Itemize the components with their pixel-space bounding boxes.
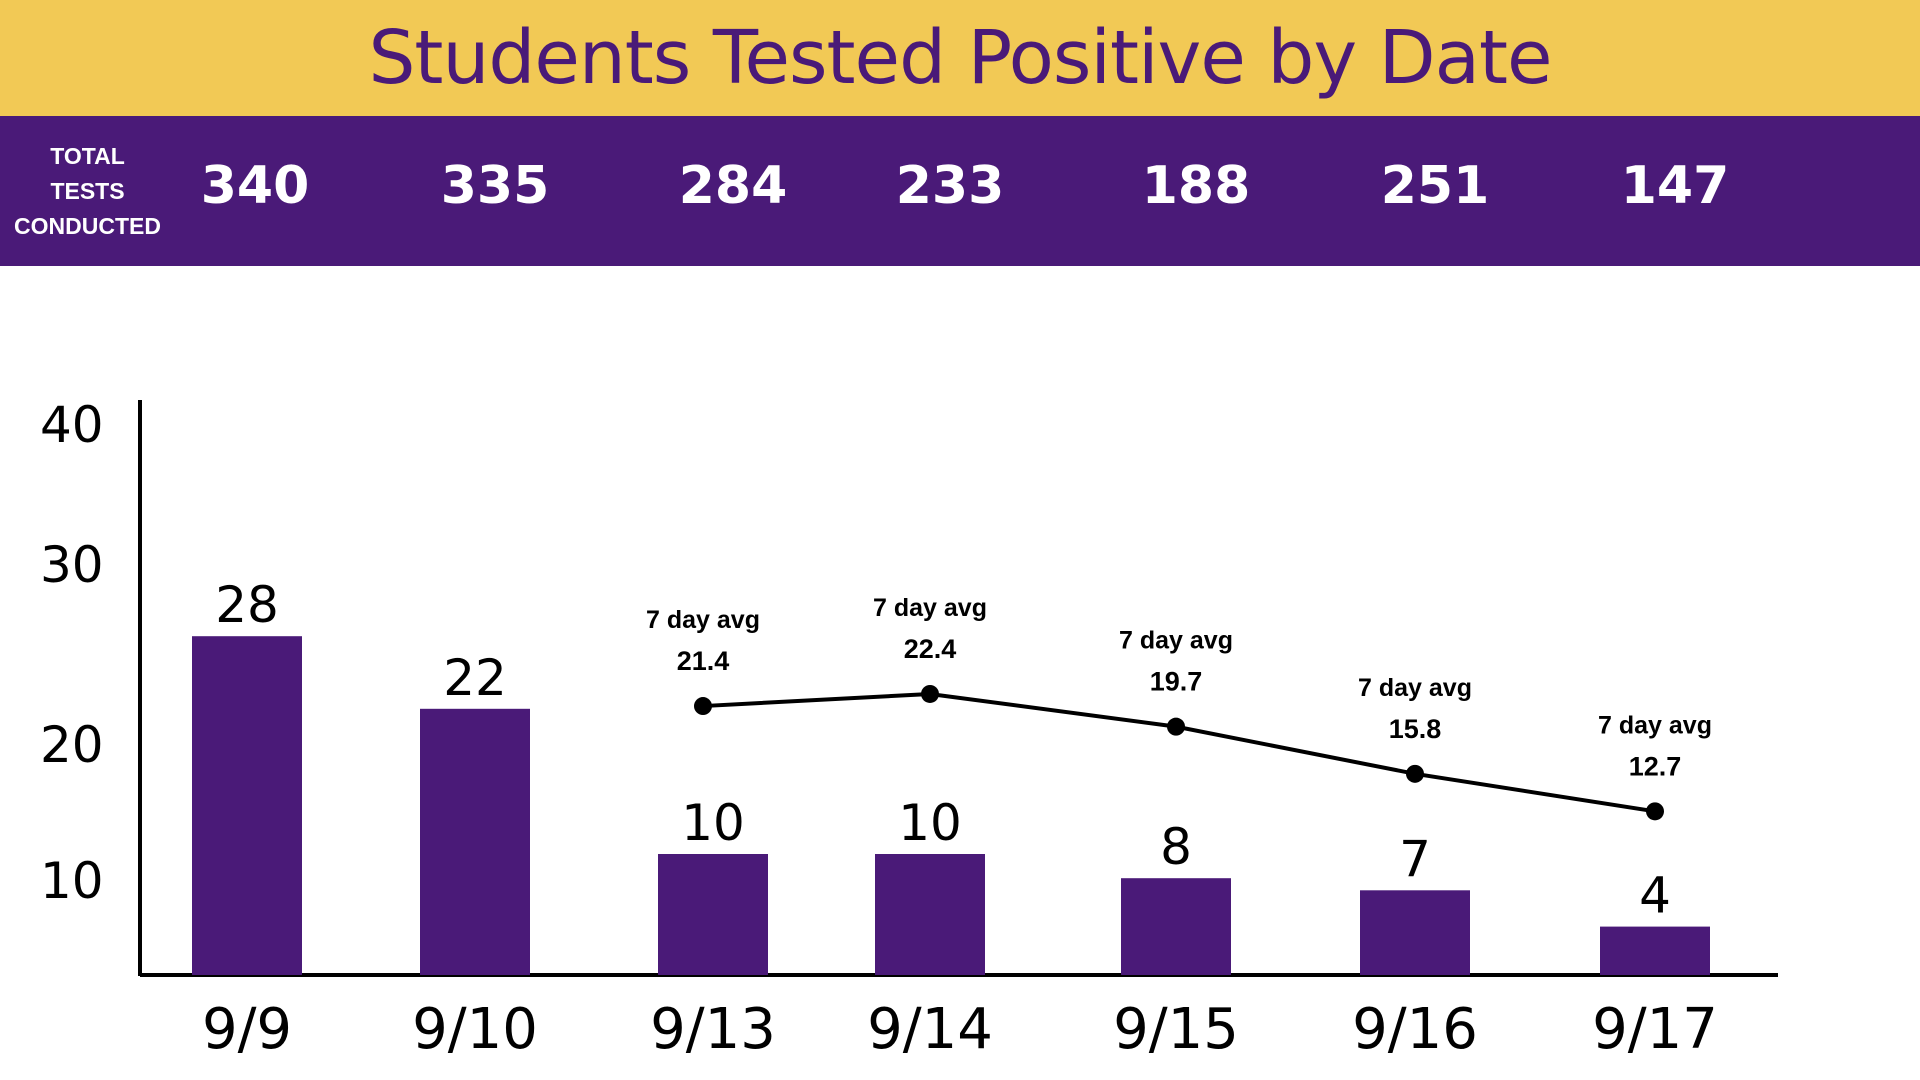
x-tick-label: 9/10 [412,997,538,1062]
x-tick-label: 9/9 [202,997,292,1062]
title-banner: Students Tested Positive by Date [0,0,1920,116]
bar-value-label: 8 [1160,818,1192,876]
avg-value-label: 21.4 [677,646,730,676]
total-tests-label-line: TOTAL [50,142,125,169]
avg-point [1406,764,1424,783]
total-tests-label-line: CONDUCTED [14,212,161,239]
avg-line [702,691,1656,814]
bar [658,854,768,975]
y-tick-label: 10 [40,852,104,910]
x-tick-label: 9/14 [867,997,993,1062]
total-tests-value: 233 [895,156,1005,216]
avg-label: 7 day avg [1598,711,1712,739]
total-tests-value: 251 [1380,156,1490,216]
avg-label: 7 day avg [873,594,987,622]
avg-label: 7 day avg [1358,674,1472,702]
bar [1121,878,1231,975]
total-tests-label-line: TESTS [50,177,125,204]
avg-point [694,697,712,716]
total-tests-label: TOTAL TESTS CONDUCTED [0,116,175,266]
bar-value-label: 28 [215,576,279,634]
avg-point [921,684,939,703]
y-tick-label: 40 [40,396,104,454]
bar [1360,890,1470,975]
y-tick-label: 30 [40,536,104,594]
bar [420,708,530,975]
bar-value-label: 10 [681,794,745,852]
avg-value-label: 15.8 [1389,714,1442,744]
bar-value-label: 4 [1639,867,1671,925]
avg-point [1167,717,1185,736]
avg-value-label: 22.4 [904,634,957,664]
avg-point [1646,802,1664,821]
x-tick-label: 9/17 [1592,997,1718,1062]
bar [1600,926,1710,975]
total-tests-value: 188 [1141,156,1251,216]
avg-label: 7 day avg [1119,627,1233,655]
bar-value-label: 22 [443,649,507,707]
bar-value-label: 7 [1399,830,1431,888]
y-tick-label: 20 [40,716,104,774]
bar [192,636,302,975]
avg-value-label: 19.7 [1150,667,1203,697]
total-tests-value: 147 [1620,156,1730,216]
avg-value-label: 12.7 [1629,751,1682,781]
total-tests-banner: TOTAL TESTS CONDUCTED 340 335 284 233 18… [0,116,1920,266]
total-tests-value: 284 [678,156,788,216]
bar-value-label: 10 [898,794,962,852]
chart-title: Students Tested Positive by Date [368,15,1552,101]
total-tests-value: 335 [440,156,550,216]
total-tests-value: 340 [200,156,310,216]
avg-label: 7 day avg [646,606,760,634]
x-tick-label: 9/16 [1352,997,1478,1062]
x-tick-label: 9/13 [650,997,776,1062]
x-tick-label: 9/15 [1113,997,1239,1062]
bar [875,854,985,975]
